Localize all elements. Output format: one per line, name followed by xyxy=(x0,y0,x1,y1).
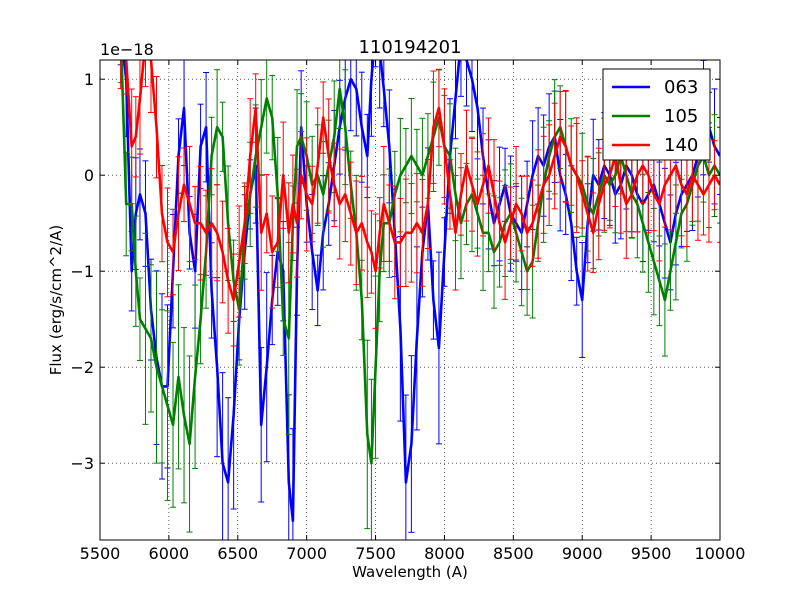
legend-label-063: 063 xyxy=(664,77,698,98)
x-tick-label: 6500 xyxy=(217,544,258,563)
series-line-140 xyxy=(124,60,720,302)
y-offset-label: 1e−18 xyxy=(100,40,154,59)
x-tick-label: 7000 xyxy=(286,544,327,563)
legend: 063 105 140 xyxy=(602,68,711,161)
y-tick-label: 0 xyxy=(84,166,94,185)
legend-label-140: 140 xyxy=(664,135,698,156)
y-tick-label: −3 xyxy=(70,454,94,473)
series-layer xyxy=(117,60,720,540)
legend-label-105: 105 xyxy=(664,106,698,127)
ticks: 5500 6000 6500 7000 7500 8000 8500 9000 9500 1000… xyxy=(70,60,745,563)
x-tick-label: 6000 xyxy=(149,544,190,563)
x-tick-label: 9000 xyxy=(562,544,603,563)
plot-frame xyxy=(99,59,721,541)
x-tick-label: 10000 xyxy=(695,544,746,563)
y-tick-label: 1 xyxy=(84,70,94,89)
y-axis-label: Flux (erg/s/cm^2/A) xyxy=(47,225,65,376)
x-tick-label: 9500 xyxy=(631,544,672,563)
x-tick-label: 8000 xyxy=(424,544,465,563)
x-axis-label: Wavelength (A) xyxy=(352,563,468,581)
chart-title: 110194201 xyxy=(358,37,461,58)
x-tick-label: 7500 xyxy=(355,544,396,563)
x-tick-label: 8500 xyxy=(493,544,534,563)
x-tick-label: 5500 xyxy=(80,544,121,563)
y-tick-label: −1 xyxy=(70,262,94,281)
series-line-063 xyxy=(122,60,720,523)
y-tick-label: −2 xyxy=(70,358,94,377)
